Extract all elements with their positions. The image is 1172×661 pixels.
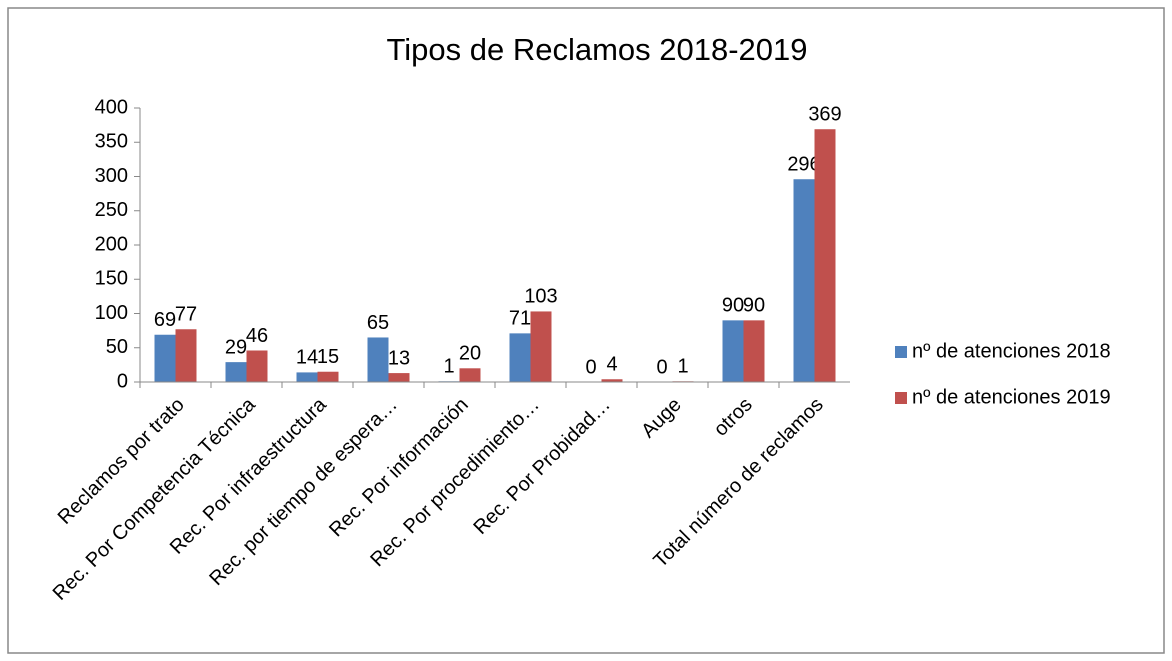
data-label: 4 <box>606 354 617 376</box>
data-label: 14 <box>296 347 318 369</box>
y-tick-label: 300 <box>95 165 128 187</box>
bar <box>793 179 815 382</box>
data-label: 46 <box>246 325 268 347</box>
legend-label: nº de atenciones 2018 <box>912 340 1111 362</box>
bar <box>225 362 247 382</box>
bar <box>388 373 410 382</box>
y-tick-label: 100 <box>95 302 128 324</box>
data-label: 13 <box>388 347 410 369</box>
bar <box>601 379 623 382</box>
y-tick-label: 0 <box>117 370 128 392</box>
bar <box>317 371 339 382</box>
data-label: 29 <box>225 336 247 358</box>
data-label: 0 <box>656 356 667 378</box>
data-label: 1 <box>443 356 454 378</box>
data-label: 369 <box>808 104 841 126</box>
data-label: 0 <box>585 356 596 378</box>
y-tick-label: 250 <box>95 199 128 221</box>
bar <box>743 320 765 382</box>
bar <box>296 372 318 382</box>
bar <box>246 350 268 382</box>
bar <box>175 329 197 382</box>
legend-label: nº de atenciones 2019 <box>912 386 1111 408</box>
chart-title: Tipos de Reclamos 2018-2019 <box>386 32 807 67</box>
data-label: 20 <box>459 343 481 365</box>
data-label: 1 <box>677 356 688 378</box>
y-tick-label: 200 <box>95 233 128 255</box>
data-label: 77 <box>175 304 197 326</box>
bar <box>509 333 531 382</box>
data-label: 15 <box>317 346 339 368</box>
bar <box>154 334 176 382</box>
data-label: 103 <box>524 286 557 308</box>
data-label: 65 <box>367 312 389 334</box>
data-label: 69 <box>154 309 176 331</box>
data-label: 296 <box>787 154 820 176</box>
bar <box>530 311 552 382</box>
y-tick-label: 400 <box>95 96 128 118</box>
y-tick-label: 150 <box>95 268 128 290</box>
y-tick-label: 350 <box>95 131 128 153</box>
bar <box>459 368 481 382</box>
data-label: 71 <box>509 308 531 330</box>
bar <box>722 320 744 382</box>
legend-swatch <box>895 392 907 404</box>
data-label: 90 <box>722 295 744 317</box>
y-tick-label: 50 <box>106 336 128 358</box>
chart-frame <box>7 7 1165 654</box>
legend-swatch <box>895 346 907 358</box>
bar <box>814 129 836 382</box>
data-label: 90 <box>743 295 765 317</box>
bar <box>367 337 389 382</box>
